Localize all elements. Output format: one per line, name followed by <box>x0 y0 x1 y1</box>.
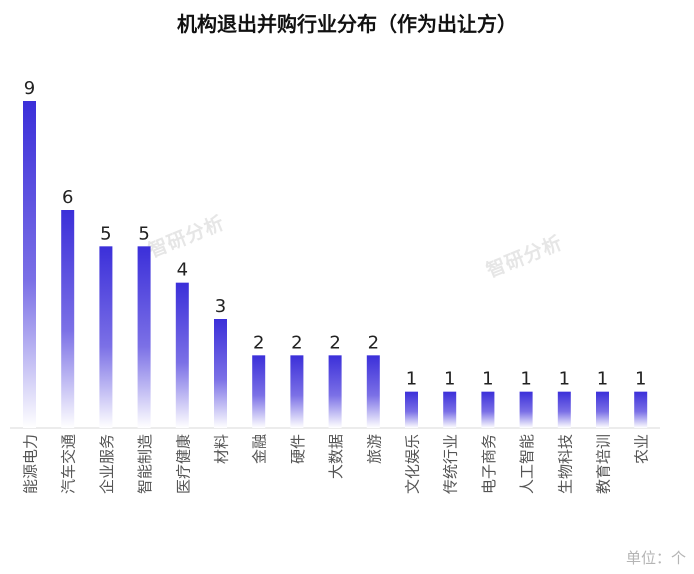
chart-title: 机构退出并购行业分布（作为出让方） <box>177 12 517 36</box>
value-label-5: 3 <box>215 296 226 317</box>
value-label-16: 1 <box>635 369 646 390</box>
bar-1 <box>61 210 75 428</box>
category-label-12: 电子商务 <box>480 434 498 494</box>
bar-10 <box>405 391 418 428</box>
value-label-7: 2 <box>291 332 302 353</box>
category-label-1: 汽车交通 <box>60 434 78 494</box>
category-label-11: 传统行业 <box>442 434 460 494</box>
bar-4 <box>175 282 189 428</box>
bar-6 <box>252 355 266 428</box>
value-label-6: 2 <box>253 332 264 353</box>
category-label-13: 人工智能 <box>518 434 536 494</box>
bar-3 <box>137 246 151 428</box>
bar-9 <box>366 355 380 428</box>
value-label-12: 1 <box>482 369 493 390</box>
bar-2 <box>99 246 113 428</box>
bar-11 <box>443 391 457 428</box>
bar-8 <box>328 355 342 428</box>
value-label-3: 5 <box>138 223 149 244</box>
value-label-10: 1 <box>406 369 417 390</box>
value-label-0: 9 <box>24 78 35 99</box>
category-label-3: 智能制造 <box>136 434 154 494</box>
bar-7 <box>290 355 304 428</box>
bar-15 <box>596 391 609 428</box>
bar-16 <box>634 391 648 428</box>
category-label-14: 生物科技 <box>556 434 574 494</box>
value-label-13: 1 <box>520 369 531 390</box>
category-label-6: 金融 <box>251 434 269 464</box>
value-label-14: 1 <box>559 369 570 390</box>
category-label-2: 企业服务 <box>98 434 116 494</box>
bar-13 <box>519 391 533 428</box>
value-label-4: 4 <box>177 260 188 281</box>
bar-12 <box>481 391 495 428</box>
category-label-8: 大数据 <box>327 434 345 479</box>
value-label-8: 2 <box>329 332 340 353</box>
category-label-0: 能源电力 <box>22 434 40 494</box>
category-label-10: 文化娱乐 <box>404 434 422 494</box>
category-label-7: 硬件 <box>289 434 307 464</box>
value-label-9: 2 <box>368 332 379 353</box>
value-label-2: 5 <box>100 223 111 244</box>
bar-0 <box>23 101 36 428</box>
category-label-16: 农业 <box>633 434 651 464</box>
value-label-1: 6 <box>62 187 73 208</box>
bar-14 <box>557 391 571 428</box>
category-label-5: 材料 <box>213 434 231 464</box>
value-label-11: 1 <box>444 369 455 390</box>
category-label-15: 教育培训 <box>595 434 613 494</box>
category-label-9: 旅游 <box>365 434 383 464</box>
category-label-4: 医疗健康 <box>174 434 192 494</box>
value-label-15: 1 <box>597 369 608 390</box>
bar-5 <box>214 319 227 428</box>
unit-label: 单位：个 <box>625 549 686 567</box>
